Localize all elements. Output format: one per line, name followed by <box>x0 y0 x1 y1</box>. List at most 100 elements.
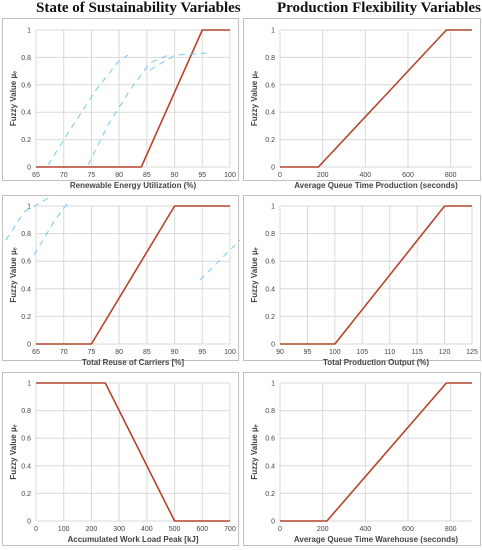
x-tick-label: 90 <box>171 172 179 179</box>
x-tick-label: 100 <box>58 526 70 533</box>
y-tick-label: 1 <box>271 204 275 211</box>
chart-panel-5: 0 0.2 0.4 0.6 0.8 1 0 100 200 300 400 500 600 700 Accu… <box>2 372 239 546</box>
chart-panel-1: 0 0.2 0.4 0.6 0.8 1 65 70 75 80 85 90 95 100 Renewable… <box>2 18 239 190</box>
x-tick-label: 600 <box>196 526 208 533</box>
y-tick-label: 1 <box>27 204 31 211</box>
chart-panel-6: 0 0.2 0.4 0.6 0.8 1 0 200 400 600 800 Average Queue… <box>243 372 481 546</box>
y-tick-label: 0.4 <box>21 463 31 470</box>
x-tick-label: 200 <box>86 526 98 533</box>
y-tick-label: 0 <box>27 165 31 172</box>
x-tick-label: 500 <box>169 526 181 533</box>
x-tick-label: 105 <box>356 349 368 356</box>
y-tick-label: 0.8 <box>21 231 31 238</box>
x-axis-label: Average Queue Time Warehouse (seconds) <box>294 535 459 544</box>
y-tick-label: 0.2 <box>265 137 275 144</box>
y-tick-label: 0.2 <box>265 491 275 498</box>
y-tick-label: 0 <box>271 165 275 172</box>
y-tick-label: 1 <box>27 381 31 388</box>
membership-function-line <box>36 382 230 522</box>
x-tick-label: 0 <box>34 526 38 533</box>
chart-panel-3: 0 0.2 0.4 0.6 0.8 1 65 70 75 80 85 90 95 100 Total Reu… <box>2 195 239 367</box>
x-tick-label: 600 <box>402 172 414 179</box>
y-tick-label: 1 <box>27 28 31 35</box>
y-tick-label: 0.8 <box>265 55 275 62</box>
membership-function-line <box>36 29 230 168</box>
y-tick-label: 1 <box>271 28 275 35</box>
x-tick-label: 400 <box>359 172 371 179</box>
x-tick-label: 800 <box>445 526 457 533</box>
y-tick-label: 0 <box>271 519 275 526</box>
x-tick-label: 120 <box>439 349 451 356</box>
chart-frame <box>2 372 239 546</box>
y-tick-label: 0.4 <box>21 286 31 293</box>
x-tick-label: 700 <box>224 526 236 533</box>
y-tick-label: 1 <box>271 381 275 388</box>
y-tick-label: 0.4 <box>265 286 275 293</box>
chart-frame <box>2 18 239 181</box>
scan-artifact-stroke <box>87 54 169 166</box>
chart-frame <box>243 195 481 361</box>
x-tick-label: 0 <box>278 172 282 179</box>
x-tick-label: 75 <box>88 172 96 179</box>
x-tick-label: 600 <box>402 526 414 533</box>
y-tick-label: 0.8 <box>21 55 31 62</box>
membership-function-line <box>280 382 472 522</box>
x-tick-label: 100 <box>224 172 236 179</box>
y-tick-label: 0.4 <box>265 463 275 470</box>
scan-artifact-stroke <box>149 52 209 71</box>
y-tick-label: 0.8 <box>21 408 31 415</box>
x-tick-label: 125 <box>466 349 478 356</box>
scan-artifact-stroke <box>5 195 53 241</box>
chart-frame <box>243 18 481 181</box>
y-axis-label: Fuzzy Value µₑ <box>9 71 18 126</box>
chart-frame <box>2 195 239 361</box>
x-tick-label: 70 <box>60 349 68 356</box>
y-tick-label: 0.4 <box>21 110 31 117</box>
x-axis-label: Average Queue Time Production (seconds) <box>294 181 458 190</box>
x-tick-label: 65 <box>32 172 40 179</box>
x-tick-label: 110 <box>384 349 395 356</box>
chart-panel-4: 0 0.2 0.4 0.6 0.8 1 90 95 100 105 110 115 120 125 Tota… <box>243 195 481 367</box>
x-tick-label: 200 <box>317 526 329 533</box>
x-tick-label: 200 <box>317 172 329 179</box>
y-axis-label: Fuzzy Value µₑ <box>250 424 259 479</box>
x-tick-label: 85 <box>143 349 151 356</box>
x-tick-label: 75 <box>88 349 96 356</box>
y-tick-label: 0.2 <box>21 137 31 144</box>
x-tick-label: 400 <box>141 526 153 533</box>
y-tick-label: 0 <box>27 342 31 349</box>
x-tick-label: 800 <box>445 172 457 179</box>
y-tick-label: 0.6 <box>265 436 275 443</box>
x-tick-label: 80 <box>115 349 123 356</box>
x-tick-label: 95 <box>304 349 312 356</box>
right-column-title: Production Flexibility Variables <box>277 0 481 16</box>
x-axis-label: Accumulated Work Load Peak [kJ] <box>68 535 199 544</box>
y-tick-label: 0 <box>271 342 275 349</box>
x-tick-label: 70 <box>60 172 68 179</box>
x-tick-label: 65 <box>32 349 40 356</box>
x-tick-label: 0 <box>278 526 282 533</box>
y-axis-label: Fuzzy Value µₑ <box>9 424 18 479</box>
y-tick-label: 0.6 <box>265 82 275 89</box>
x-tick-label: 300 <box>113 526 125 533</box>
x-tick-label: 85 <box>143 172 151 179</box>
y-tick-label: 0.6 <box>21 259 31 266</box>
chart-panel-2: 0 0.2 0.4 0.6 0.8 1 0 200 400 600 800 Average Queue… <box>243 18 481 190</box>
x-tick-label: 90 <box>276 349 284 356</box>
scan-artifact-stroke <box>199 239 241 281</box>
y-axis-label: Fuzzy Value µₑ <box>250 71 259 126</box>
x-axis-label: Renewable Energy Utilization (%) <box>70 181 197 190</box>
x-tick-label: 95 <box>198 172 206 179</box>
x-tick-label: 400 <box>359 526 371 533</box>
y-tick-label: 0.2 <box>21 314 31 321</box>
x-tick-label: 115 <box>412 349 423 356</box>
y-tick-label: 0.2 <box>21 491 31 498</box>
x-axis-label: Total Reuse of Carriers [%] <box>82 358 184 367</box>
y-tick-label: 0.2 <box>265 314 275 321</box>
x-tick-label: 95 <box>198 349 206 356</box>
x-tick-label: 80 <box>115 172 123 179</box>
y-tick-label: 0.6 <box>21 436 31 443</box>
left-column-title: State of Sustainability Variables <box>36 0 241 16</box>
x-axis-label: Total Production Output (%) <box>323 358 429 367</box>
